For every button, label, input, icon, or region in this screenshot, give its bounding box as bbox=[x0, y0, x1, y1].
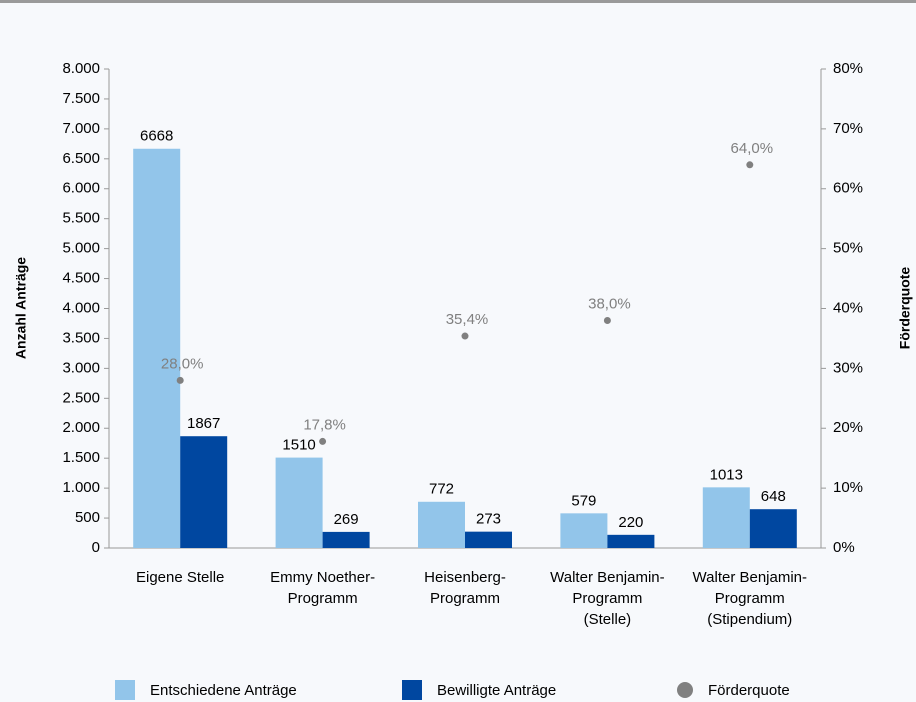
legend-label: Bewilligte Anträge bbox=[437, 682, 556, 699]
bar-value-label: 579 bbox=[571, 492, 596, 509]
y-tick-label: 6.000 bbox=[62, 180, 100, 197]
y-tick-label: 7.500 bbox=[62, 90, 100, 107]
y-tick-label: 7.000 bbox=[62, 120, 100, 137]
y2-tick-label: 10% bbox=[833, 479, 863, 496]
y2-tick-label: 40% bbox=[833, 299, 863, 316]
legend-label: Förderquote bbox=[708, 682, 790, 699]
y2-tick-label: 60% bbox=[833, 180, 863, 197]
x-tick-label: Programm bbox=[572, 590, 642, 607]
rate-label: 28,0% bbox=[161, 355, 204, 372]
legend-item: Förderquote bbox=[677, 682, 790, 699]
bar-value-label: 273 bbox=[476, 511, 501, 528]
x-tick-label: Emmy Noether- bbox=[270, 569, 375, 586]
bar-value-label: 1867 bbox=[187, 415, 220, 432]
x-tick-label: Programm bbox=[430, 590, 500, 607]
rate-label: 64,0% bbox=[731, 140, 774, 157]
bar bbox=[560, 513, 608, 548]
bar-value-label: 1510 bbox=[282, 437, 315, 454]
y-tick-label: 8.000 bbox=[62, 60, 100, 77]
legend-swatch bbox=[677, 682, 693, 698]
bar bbox=[322, 531, 370, 548]
bar bbox=[275, 457, 323, 548]
y2-tick-label: 0% bbox=[833, 539, 855, 556]
y-axis-title: Anzahl Anträge bbox=[13, 257, 29, 359]
bar-value-label: 269 bbox=[334, 511, 359, 528]
rate-label: 38,0% bbox=[588, 295, 631, 312]
bar-value-label: 220 bbox=[618, 514, 643, 531]
rate-dot bbox=[461, 332, 469, 340]
y-tick-label: 2.500 bbox=[62, 389, 100, 406]
bar bbox=[133, 148, 181, 549]
x-tick-label: (Stipendium) bbox=[707, 611, 792, 628]
bar bbox=[180, 436, 228, 548]
y-tick-label: 500 bbox=[75, 509, 100, 526]
x-tick-label: Eigene Stelle bbox=[136, 569, 224, 586]
y-tick-label: 1.000 bbox=[62, 479, 100, 496]
x-tick-label: Walter Benjamin- bbox=[693, 569, 807, 586]
y-tick-label: 1.500 bbox=[62, 449, 100, 466]
y-tick-label: 2.000 bbox=[62, 419, 100, 436]
y2-tick-label: 20% bbox=[833, 419, 863, 436]
y-tick-label: 0 bbox=[92, 539, 100, 556]
rate-label: 17,8% bbox=[303, 416, 346, 433]
y-tick-label: 5.500 bbox=[62, 210, 100, 227]
top-rule bbox=[0, 0, 916, 3]
legend-swatch bbox=[115, 680, 135, 700]
y2-tick-label: 70% bbox=[833, 120, 863, 137]
bar-value-label: 6668 bbox=[140, 128, 173, 145]
x-tick-label: Programm bbox=[288, 590, 358, 607]
y-tick-label: 4.000 bbox=[62, 299, 100, 316]
y-tick-label: 3.500 bbox=[62, 329, 100, 346]
bar bbox=[749, 509, 797, 548]
x-tick-label: Heisenberg- bbox=[424, 569, 506, 586]
legend-label: Entschiedene Anträge bbox=[150, 682, 297, 699]
rate-label: 35,4% bbox=[446, 311, 489, 328]
bar bbox=[418, 501, 465, 548]
bar-value-label: 1013 bbox=[710, 466, 743, 483]
rate-dot bbox=[176, 376, 184, 384]
bar-value-label: 648 bbox=[761, 488, 786, 505]
legend-item: Bewilligte Anträge bbox=[402, 680, 556, 700]
y-tick-label: 4.500 bbox=[62, 270, 100, 287]
y-tick-label: 6.500 bbox=[62, 150, 100, 167]
x-tick-label: (Stelle) bbox=[584, 611, 632, 628]
y2-axis-title: Förderquote bbox=[897, 267, 913, 350]
rate-dot bbox=[603, 316, 611, 324]
y2-tick-label: 30% bbox=[833, 359, 863, 376]
y2-tick-label: 80% bbox=[833, 60, 863, 77]
x-tick-label: Walter Benjamin- bbox=[550, 569, 664, 586]
x-tick-label: Programm bbox=[715, 590, 785, 607]
legend-item: Entschiedene Anträge bbox=[115, 680, 297, 700]
bar bbox=[465, 531, 512, 548]
legend-swatch bbox=[402, 680, 422, 700]
y2-tick-label: 50% bbox=[833, 240, 863, 257]
bar bbox=[702, 487, 750, 548]
bar bbox=[607, 534, 655, 548]
y-tick-label: 3.000 bbox=[62, 359, 100, 376]
rate-dot bbox=[319, 437, 327, 445]
bar-value-label: 772 bbox=[429, 481, 454, 498]
rate-dot bbox=[746, 161, 754, 169]
y-tick-label: 5.000 bbox=[62, 240, 100, 257]
